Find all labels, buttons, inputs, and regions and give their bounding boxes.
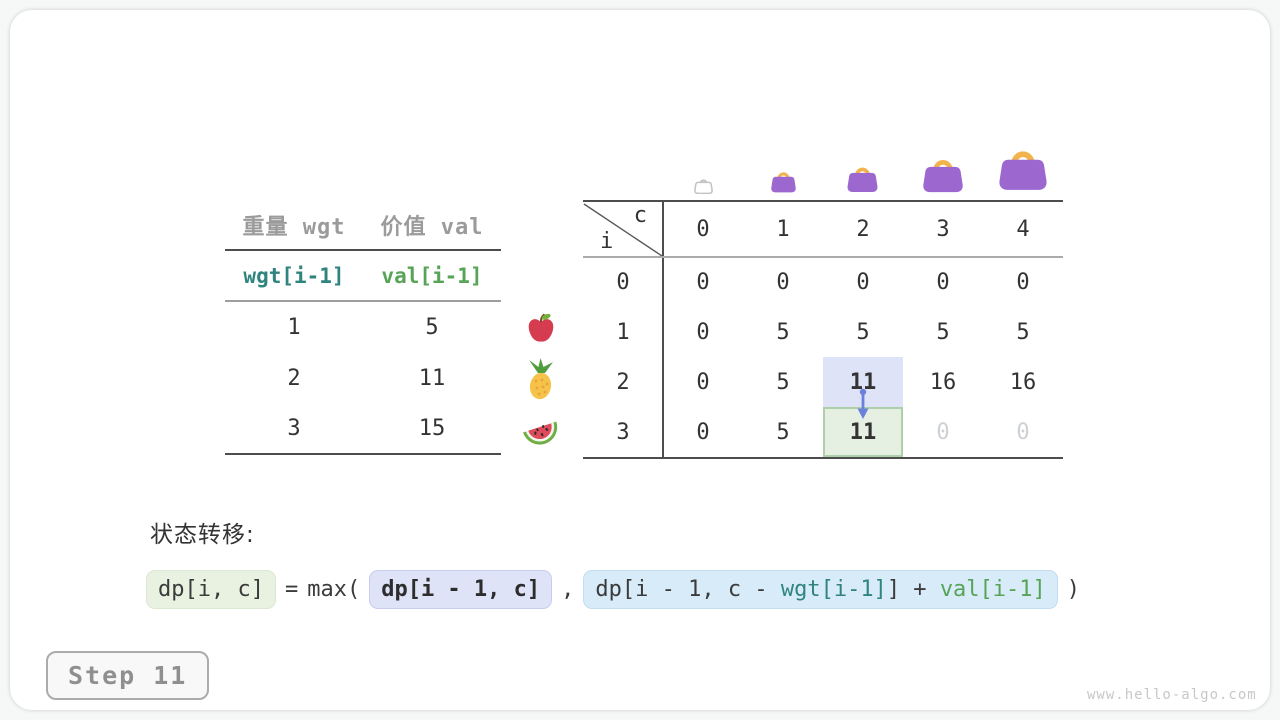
formula-arg2-plus: +	[900, 577, 940, 602]
transition-section-label: 状态转移:	[150, 522, 255, 548]
dp-cell: 5	[1016, 319, 1030, 345]
formula-val-token: val[i-1]	[939, 577, 1046, 602]
handbag-icon	[997, 143, 1049, 195]
dp-cell: 16	[929, 369, 957, 395]
figure-card: 重量 wgt 价值 val wgt[i-1] val[i-1] 1 5 2 11…	[10, 10, 1270, 710]
items-header-row: 重量 wgt 价值 val	[225, 200, 501, 251]
dp-cell-unfilled: 0	[936, 419, 950, 445]
dp-cell: 5	[856, 319, 870, 345]
formula-max-open: max(	[307, 577, 361, 602]
formula-arg2-pre: dp[i - 1, c -	[595, 577, 781, 602]
transition-formula: dp[i, c] = max( dp[i - 1, c] , dp[i - 1,…	[146, 570, 1080, 609]
dp-cell: 0	[696, 369, 710, 395]
item-row: 1 5	[225, 302, 501, 353]
formula-comma: ,	[561, 577, 575, 602]
item-row: 3 15	[225, 404, 501, 455]
dp-table-header-divider	[583, 256, 1063, 258]
dp-cell: 5	[936, 319, 950, 345]
dp-cell-target-highlight: 11	[823, 407, 903, 457]
dp-row-header: 0	[616, 269, 630, 295]
dp-row-header: 1	[616, 319, 630, 345]
item-value: 15	[418, 416, 446, 441]
item-value: 5	[425, 315, 439, 340]
formula-arg1-pill: dp[i - 1, c]	[369, 570, 553, 609]
item-index-var-label: i	[600, 229, 614, 254]
item-weight: 2	[287, 366, 301, 391]
item-weight: 1	[287, 315, 301, 340]
items-var-row: wgt[i-1] val[i-1]	[225, 251, 501, 302]
pineapple-icon	[522, 357, 558, 405]
dp-cell: 0	[856, 269, 870, 295]
value-column-header: 价值 val	[380, 214, 484, 240]
step-badge: Step 11	[46, 651, 210, 700]
item-value: 11	[418, 366, 446, 391]
dp-col-header: 1	[776, 217, 790, 242]
item-row: 2 11	[225, 353, 501, 404]
transition-arrow-icon	[856, 388, 870, 425]
dp-row-header: 2	[616, 369, 630, 395]
item-weight: 3	[287, 416, 301, 441]
formula-close-paren: )	[1066, 577, 1081, 602]
dp-col-header: 3	[936, 217, 950, 242]
wgt-var-label: wgt[i-1]	[243, 263, 345, 288]
formula-lhs-pill: dp[i, c]	[146, 570, 276, 609]
dp-cell: 5	[776, 369, 790, 395]
handbag-icon	[770, 168, 797, 197]
dp-col-header: 4	[1016, 217, 1030, 242]
dp-cell: 16	[1009, 369, 1037, 395]
dp-cell: 0	[696, 419, 710, 445]
dp-cell: 0	[1016, 269, 1030, 295]
apple-icon	[525, 312, 557, 350]
dp-corner-cell: c i	[583, 202, 663, 257]
watermark: www.hello-algo.com	[1087, 687, 1257, 703]
dp-cell: 5	[776, 319, 790, 345]
dp-cell: 0	[696, 319, 710, 345]
dp-row-header: 3	[616, 419, 630, 445]
dp-cell-unfilled: 0	[1016, 419, 1030, 445]
watermelon-icon	[519, 412, 561, 452]
formula-arg2-bracket: ]	[886, 577, 901, 602]
dp-cell: 0	[776, 269, 790, 295]
handbag-icon	[846, 162, 879, 197]
dp-cell: 0	[696, 269, 710, 295]
capacity-var-label: c	[633, 203, 647, 228]
dp-cell: 0	[936, 269, 950, 295]
dp-table-vertical-divider	[662, 202, 664, 457]
dp-col-header: 2	[856, 217, 870, 242]
formula-wgt-token: wgt[i-1]	[780, 577, 887, 602]
formula-arg2-pill: dp[i - 1, c - wgt[i-1]] + val[i-1]	[583, 570, 1058, 609]
dp-col-header: 0	[696, 217, 710, 242]
formula-equals: =	[284, 577, 299, 602]
weight-column-header: 重量 wgt	[242, 214, 346, 240]
items-table: 重量 wgt 价值 val wgt[i-1] val[i-1] 1 5 2 11…	[225, 200, 501, 455]
val-var-label: val[i-1]	[381, 263, 483, 288]
dp-cell: 5	[776, 419, 790, 445]
empty-bag-icon	[694, 176, 713, 198]
dp-table: c i 0 1 2 3 4 0 0 0 0 0 0 1 0 5 5 5 5 2 …	[583, 200, 1063, 459]
handbag-icon	[921, 153, 965, 197]
